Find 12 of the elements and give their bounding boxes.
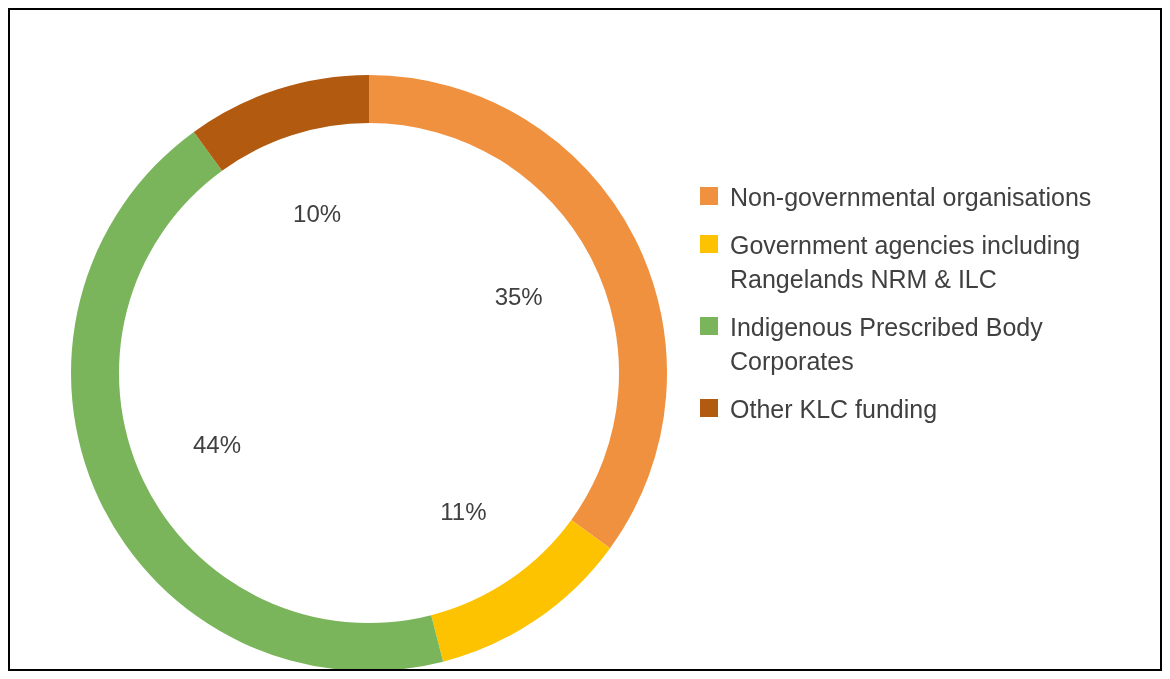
donut-slice xyxy=(431,519,611,662)
data-label: 44% xyxy=(192,431,242,459)
legend-label: Government agencies including Rangelands NRM & ILC xyxy=(730,230,1082,295)
legend-label: Other KLC funding xyxy=(730,394,938,425)
donut-slice xyxy=(71,131,444,669)
donut-slice xyxy=(193,75,369,171)
legend-label: Indigenous Prescribed Body Corporates xyxy=(730,312,1044,377)
legend-label: Non-governmental organisations xyxy=(730,182,1092,213)
data-label: 11% xyxy=(440,498,487,526)
data-label: 10% xyxy=(293,199,342,227)
data-label: 35% xyxy=(494,283,543,311)
donut-slice xyxy=(369,75,667,549)
